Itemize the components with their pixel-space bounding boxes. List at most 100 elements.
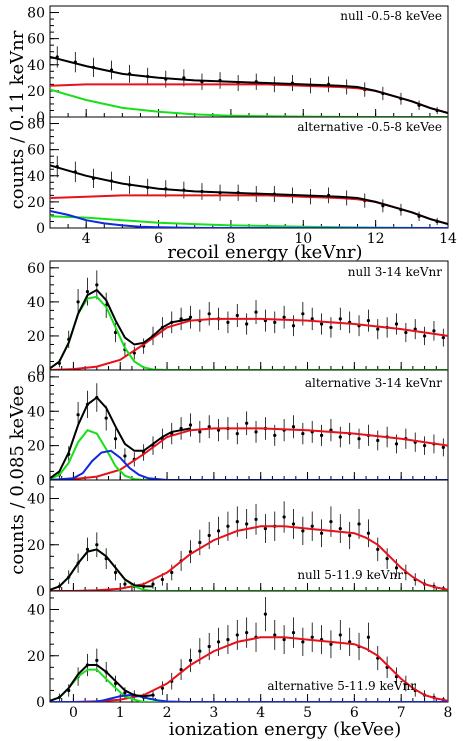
plot-area xyxy=(50,46,448,117)
y-tick-label: 20 xyxy=(27,439,45,455)
blue-fit-curve xyxy=(50,449,448,480)
data-point xyxy=(301,431,305,436)
panel-label: null 5-11.9 keVnr xyxy=(297,568,403,582)
data-point xyxy=(273,433,277,437)
y-tick-label: 20 xyxy=(27,649,45,665)
data-point xyxy=(235,431,239,436)
data-point xyxy=(441,445,445,449)
data-point xyxy=(245,631,249,635)
panel-2: 0 20 40 60 80 4 6 8 10 12 14 alternative -0.5-8 keV… xyxy=(27,116,457,247)
panel-3: 0 20 40 60 null 3-14 keVnr xyxy=(27,260,449,379)
x-tick-label: 5 xyxy=(303,705,312,721)
x-tick-label: 1 xyxy=(116,705,125,721)
data-point xyxy=(263,612,267,616)
data-point xyxy=(338,633,342,637)
x-tick-label: 4 xyxy=(256,705,265,721)
data-point xyxy=(376,547,380,551)
green-fit-curve xyxy=(50,88,448,117)
data-point xyxy=(207,425,211,429)
panel-label: alternative 3-14 keVnr xyxy=(305,376,442,390)
data-point xyxy=(254,517,258,521)
total-fit-curve xyxy=(50,548,153,591)
data-point xyxy=(273,633,277,637)
data-point xyxy=(338,317,342,321)
y-tick-label: 60 xyxy=(27,261,45,277)
data-point xyxy=(291,631,296,635)
top-y-axis-label: counts / 0.11 keVnr xyxy=(7,30,28,209)
data-point xyxy=(376,438,380,443)
blue-fit-curve xyxy=(50,210,448,228)
data-point xyxy=(301,312,305,316)
plot-area xyxy=(50,597,448,702)
x-tick-label: 10 xyxy=(294,231,312,247)
data-point xyxy=(394,566,399,570)
x-tick-label: 2 xyxy=(163,705,172,721)
data-point xyxy=(226,637,230,642)
y-tick-label: 40 xyxy=(27,295,45,311)
panel-label: null -0.5-8 keVee xyxy=(340,9,442,23)
data-point xyxy=(113,330,118,335)
y-tick-label: 0 xyxy=(36,473,45,489)
data-point xyxy=(207,312,211,316)
green-fit-curve xyxy=(50,429,448,480)
x-tick-label: 8 xyxy=(226,231,235,247)
y-tick-label: 0 xyxy=(36,221,45,237)
data-point xyxy=(348,533,352,538)
data-point xyxy=(394,322,399,326)
y-tick-label: 60 xyxy=(27,143,45,159)
data-point xyxy=(235,633,239,637)
panel-5: 0 20 40 null 5-11.9 keVnr xyxy=(27,479,449,600)
data-point xyxy=(329,520,333,524)
y-tick-label: 40 xyxy=(27,169,45,185)
y-tick-label: 60 xyxy=(27,32,45,48)
y-tick-label: 20 xyxy=(27,195,45,211)
y-tick-label: 40 xyxy=(27,404,45,420)
y-tick-label: 80 xyxy=(27,6,45,22)
plot-area xyxy=(50,270,448,370)
total-fit-curve xyxy=(50,664,154,702)
data-point xyxy=(366,635,370,639)
total-fit-curve xyxy=(50,396,191,480)
data-point xyxy=(76,413,80,417)
data-point xyxy=(282,315,286,319)
data-point xyxy=(291,522,296,526)
data-point xyxy=(76,300,80,304)
y-tick-label: 20 xyxy=(27,84,45,100)
nr-fit-curve xyxy=(50,525,448,591)
data-point xyxy=(188,315,193,319)
bottom-x-axis-label: ionization energy (keVee) xyxy=(169,719,401,740)
y-tick-label: 40 xyxy=(27,603,45,619)
total-fit-curve xyxy=(50,164,448,226)
data-point xyxy=(301,529,305,533)
data-point xyxy=(113,570,118,575)
panel-6: 0 20 40 0 1 2 3 4 5 6 7 8 alternative 5-11.9 keVnr xyxy=(27,590,452,721)
x-tick-label: 6 xyxy=(154,231,163,247)
data-point xyxy=(282,515,286,519)
panel-label: alternative 5-11.9 keVnr xyxy=(267,679,416,693)
data-point xyxy=(422,444,427,448)
data-point xyxy=(85,547,90,551)
x-tick-label: 12 xyxy=(367,231,385,247)
y-tick-label: 60 xyxy=(27,370,45,386)
data-point xyxy=(366,531,370,535)
panel-4: 0 20 40 60 alternative 3-14 keVnr xyxy=(27,369,449,489)
data-point xyxy=(319,531,324,535)
green-fit-curve xyxy=(50,215,448,228)
y-tick-label: 0 xyxy=(36,584,45,600)
data-point xyxy=(95,543,99,547)
data-point xyxy=(226,320,230,324)
data-point xyxy=(179,668,183,672)
data-point xyxy=(291,425,296,429)
nr-fit-curve xyxy=(50,83,448,115)
data-point xyxy=(310,524,314,528)
x-tick-label: 14 xyxy=(439,231,457,247)
data-point xyxy=(104,416,108,420)
data-point xyxy=(301,640,305,644)
data-point xyxy=(170,570,174,575)
data-point xyxy=(357,522,361,526)
y-tick-label: 40 xyxy=(27,492,45,508)
data-point xyxy=(413,327,417,331)
y-tick-label: 80 xyxy=(27,117,45,133)
bottom-y-axis-label: counts / 0.085 keVee xyxy=(7,385,28,575)
